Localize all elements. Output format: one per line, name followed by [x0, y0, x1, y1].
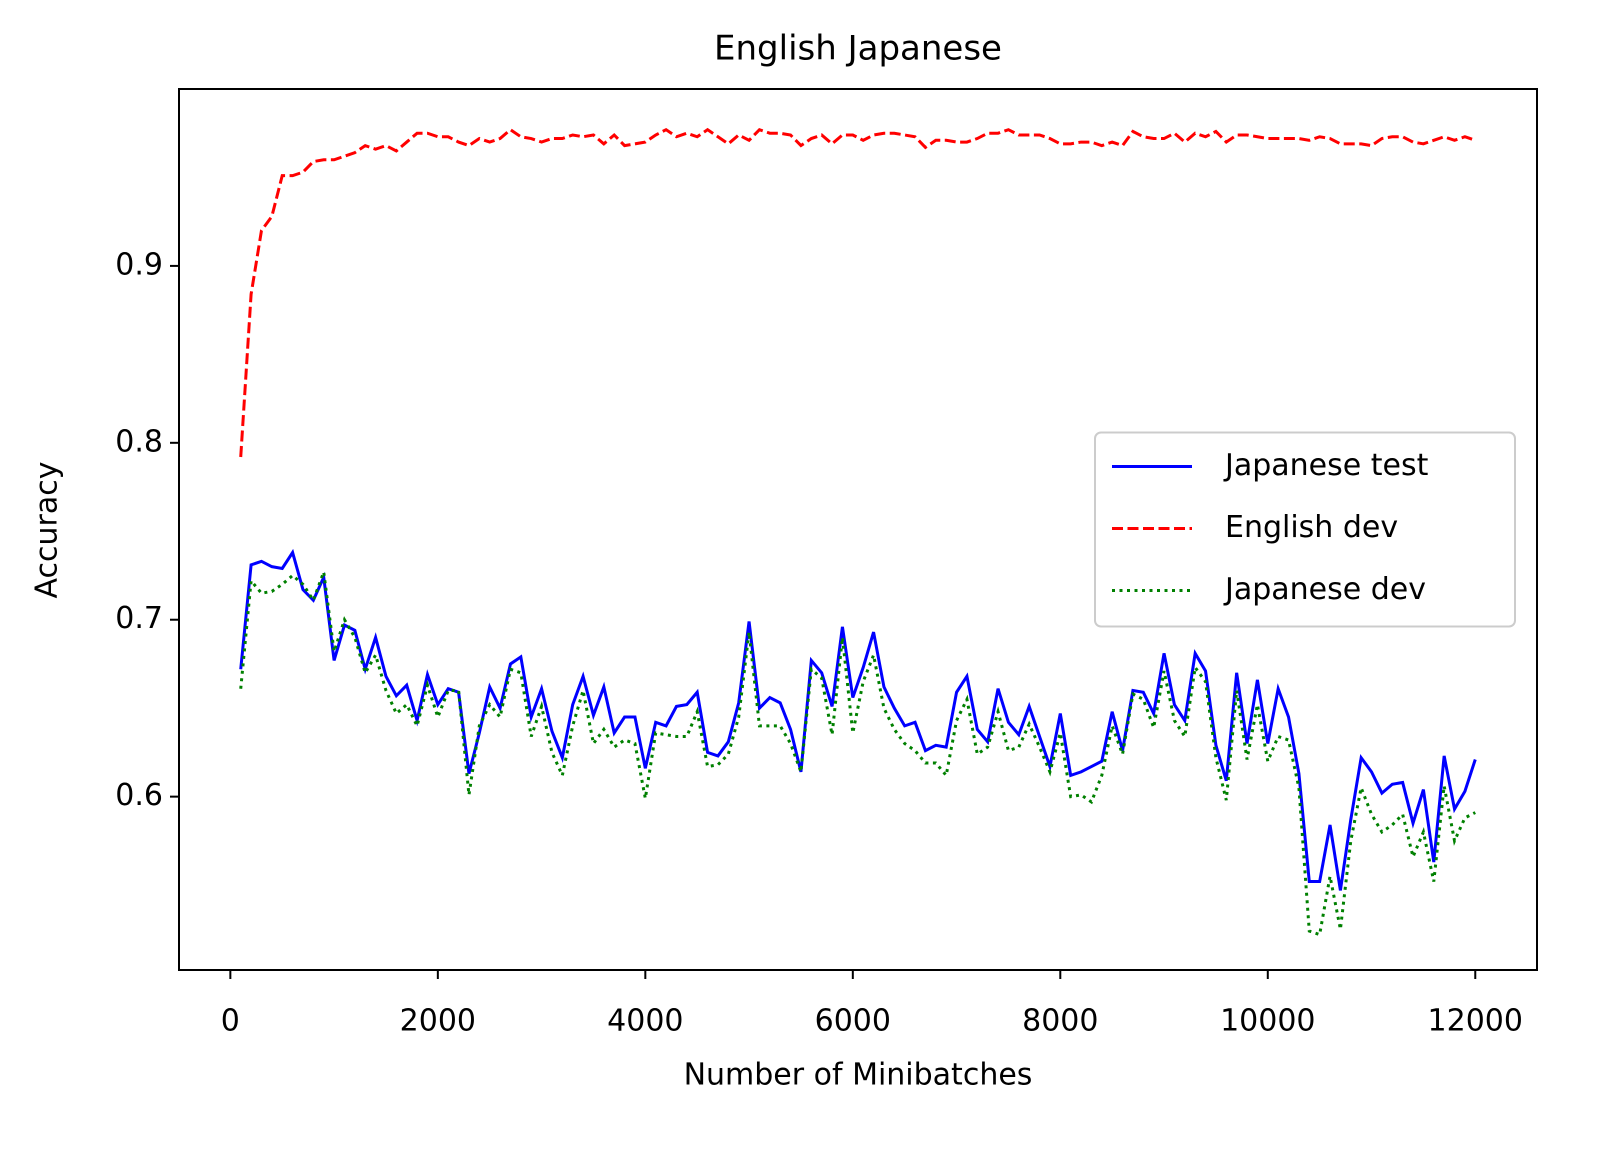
legend-label: Japanese dev	[1223, 572, 1426, 607]
legend-box	[1094, 431, 1516, 628]
y-tick-label: 0.6	[115, 778, 163, 813]
y-tick-label: 0.7	[115, 601, 163, 636]
x-tick-label: 6000	[815, 1004, 891, 1039]
x-tick-label: 10000	[1220, 1004, 1315, 1039]
y-tick-label: 0.9	[115, 247, 163, 282]
chart-title: English Japanese	[714, 29, 1002, 69]
x-axis-label: Number of Minibatches	[684, 1058, 1033, 1093]
y-axis-label: Accuracy	[30, 462, 65, 599]
x-tick-label: 0	[221, 1004, 240, 1039]
y-tick-label: 0.8	[115, 424, 163, 459]
legend-label: Japanese test	[1223, 448, 1429, 483]
data-line	[239, 127, 1476, 458]
x-tick-label: 2000	[400, 1004, 476, 1039]
x-tick-label: 12000	[1428, 1004, 1523, 1039]
x-tick-label: 8000	[1022, 1004, 1098, 1039]
legend-label: English dev	[1225, 510, 1398, 545]
x-tick-label: 4000	[607, 1004, 683, 1039]
data-line	[239, 571, 1476, 937]
plot-frame	[178, 88, 1538, 971]
